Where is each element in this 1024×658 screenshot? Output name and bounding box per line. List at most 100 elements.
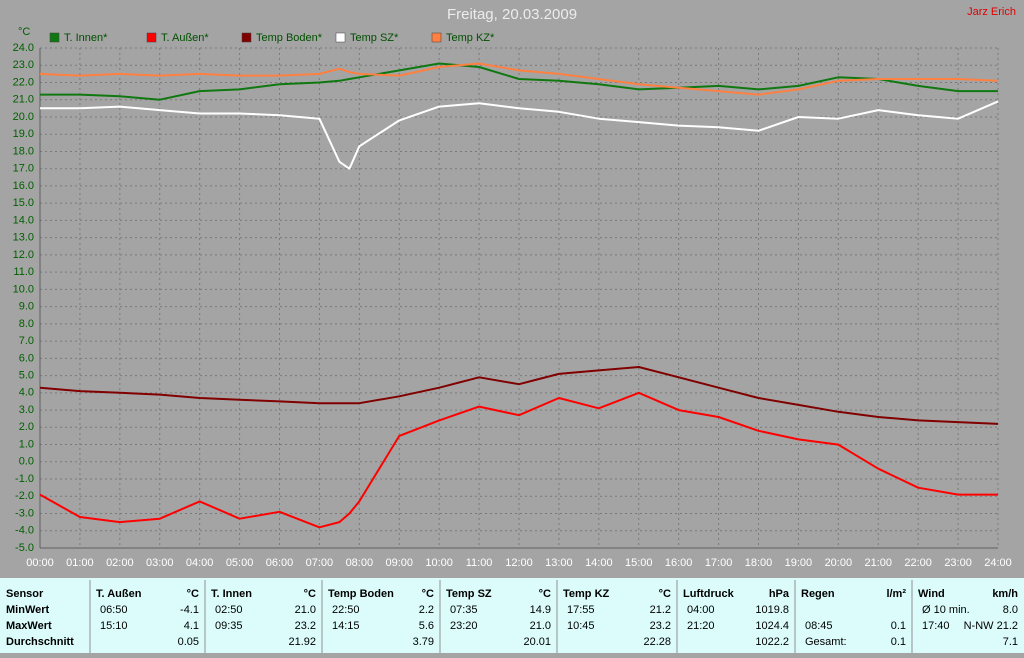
legend-label: T. Innen* bbox=[64, 32, 108, 44]
cell-value: 0.05 bbox=[178, 636, 199, 648]
chart-title: Freitag, 20.03.2009 bbox=[447, 6, 577, 23]
y-tick-label: 2.0 bbox=[19, 421, 34, 433]
column-unit: °C bbox=[539, 588, 551, 600]
cell-value: 1022.2 bbox=[755, 636, 789, 648]
y-axis-label: °C bbox=[18, 26, 30, 38]
column-header: Temp Boden bbox=[328, 588, 394, 600]
x-tick-label: 18:00 bbox=[745, 557, 773, 569]
cell-time: 15:10 bbox=[100, 620, 128, 632]
legend-swatch bbox=[431, 32, 442, 43]
x-tick-label: 15:00 bbox=[625, 557, 653, 569]
x-tick-label: 19:00 bbox=[785, 557, 813, 569]
cell-value: 5.6 bbox=[419, 620, 434, 632]
column-unit: l/m² bbox=[886, 588, 906, 600]
column-unit: °C bbox=[422, 588, 434, 600]
x-tick-label: 22:00 bbox=[904, 557, 932, 569]
x-tick-label: 09:00 bbox=[385, 557, 413, 569]
x-tick-label: 21:00 bbox=[864, 557, 892, 569]
cell-time: 21:20 bbox=[687, 620, 715, 632]
table-background bbox=[0, 578, 1024, 653]
x-tick-label: 07:00 bbox=[306, 557, 334, 569]
legend-swatch bbox=[335, 32, 346, 43]
cell-value: 20.01 bbox=[523, 636, 551, 648]
cell-value: 8.0 bbox=[1003, 604, 1018, 616]
cell-time: 04:00 bbox=[687, 604, 715, 616]
y-tick-label: 13.0 bbox=[13, 232, 34, 244]
cell-value: 1024.4 bbox=[755, 620, 789, 632]
row-label: Sensor bbox=[6, 588, 44, 600]
cell-value: -4.1 bbox=[180, 604, 199, 616]
cell-time: 06:50 bbox=[100, 604, 128, 616]
series-line bbox=[39, 391, 998, 529]
y-tick-label: 22.0 bbox=[13, 76, 34, 88]
x-tick-label: 03:00 bbox=[146, 557, 174, 569]
cell-value: 3.79 bbox=[413, 636, 434, 648]
author: Jarz Erich bbox=[967, 6, 1016, 18]
y-tick-label: 7.0 bbox=[19, 335, 34, 347]
x-tick-label: 23:00 bbox=[944, 557, 972, 569]
cell-value: 23.2 bbox=[650, 620, 671, 632]
legend-label: T. Außen* bbox=[161, 32, 209, 44]
y-tick-label: 8.0 bbox=[19, 318, 34, 330]
x-tick-label: 14:00 bbox=[585, 557, 613, 569]
cell-value: 0.1 bbox=[891, 636, 906, 648]
cell-time: 14:15 bbox=[332, 620, 360, 632]
x-tick-label: 17:00 bbox=[705, 557, 733, 569]
column-header: Wind bbox=[918, 588, 945, 600]
cell-value: 4.1 bbox=[184, 620, 199, 632]
cell-time: 23:20 bbox=[450, 620, 478, 632]
legend-label: Temp Boden* bbox=[256, 32, 323, 44]
column-header: Temp KZ bbox=[563, 588, 610, 600]
y-tick-label: 23.0 bbox=[13, 59, 34, 71]
legend-label: Temp SZ* bbox=[350, 32, 399, 44]
y-tick-label: -3.0 bbox=[15, 507, 34, 519]
x-tick-label: 05:00 bbox=[226, 557, 254, 569]
cell-value: 21.0 bbox=[530, 620, 551, 632]
y-tick-label: -1.0 bbox=[15, 473, 34, 485]
y-tick-label: -5.0 bbox=[15, 542, 34, 554]
cell-value: 21.0 bbox=[295, 604, 316, 616]
cell-value: 23.2 bbox=[295, 620, 316, 632]
cell-time: 08:45 bbox=[805, 620, 833, 632]
x-tick-label: 02:00 bbox=[106, 557, 134, 569]
y-tick-label: 5.0 bbox=[19, 369, 34, 381]
y-tick-label: 12.0 bbox=[13, 249, 34, 261]
series-line bbox=[40, 62, 998, 101]
y-tick-label: 15.0 bbox=[13, 197, 34, 209]
cell-value: 14.9 bbox=[530, 604, 551, 616]
row-label: MinWert bbox=[6, 604, 50, 616]
series-line bbox=[40, 100, 999, 170]
x-tick-label: 10:00 bbox=[425, 557, 453, 569]
y-tick-label: 24.0 bbox=[13, 42, 34, 54]
y-tick-label: 6.0 bbox=[19, 352, 34, 364]
x-tick-label: 13:00 bbox=[545, 557, 573, 569]
cell-time: 17:40 bbox=[922, 620, 950, 632]
cell-value: 1019.8 bbox=[755, 604, 789, 616]
y-tick-label: 11.0 bbox=[13, 266, 34, 278]
y-tick-label: 20.0 bbox=[13, 111, 34, 123]
cell-time: 09:35 bbox=[215, 620, 243, 632]
cell-time: 10:45 bbox=[567, 620, 595, 632]
y-tick-label: -4.0 bbox=[15, 525, 34, 537]
y-tick-label: 0.0 bbox=[19, 456, 34, 468]
y-tick-label: 1.0 bbox=[19, 438, 34, 450]
y-tick-label: 17.0 bbox=[13, 163, 34, 175]
cell-value: 22.28 bbox=[643, 636, 671, 648]
series-line bbox=[39, 366, 999, 425]
cell-value: 21.92 bbox=[288, 636, 316, 648]
column-header: T. Außen bbox=[96, 588, 142, 600]
x-tick-label: 20:00 bbox=[825, 557, 853, 569]
column-header: Regen bbox=[801, 588, 835, 600]
cell-value: N-NW 21.2 bbox=[964, 620, 1018, 632]
row-label: Durchschnitt bbox=[6, 636, 74, 648]
y-tick-label: 16.0 bbox=[13, 180, 34, 192]
series-line bbox=[39, 62, 999, 96]
y-tick-label: 10.0 bbox=[13, 283, 34, 295]
column-header: T. Innen bbox=[211, 588, 252, 600]
cell-time: Ø 10 min. bbox=[922, 604, 970, 616]
cell-value: 0.1 bbox=[891, 620, 906, 632]
cell-value: 21.2 bbox=[650, 604, 671, 616]
column-unit: °C bbox=[187, 588, 199, 600]
